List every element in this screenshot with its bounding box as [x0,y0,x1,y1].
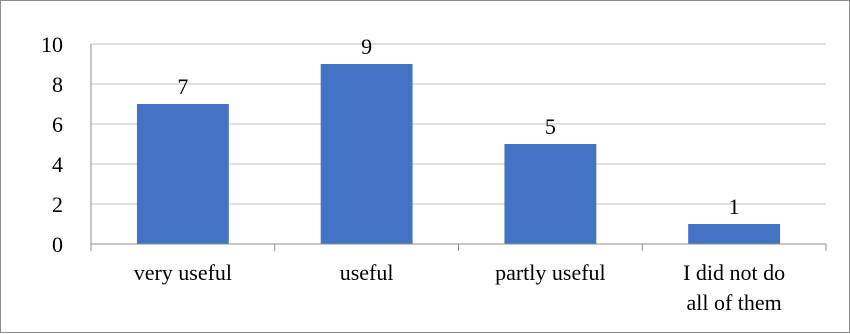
y-tick-label: 0 [52,232,63,257]
data-label: 1 [729,194,740,219]
x-category-label: all of them [686,290,781,315]
y-tick-label: 4 [52,152,63,177]
x-category-label: I did not do [683,260,785,285]
y-tick-label: 6 [52,112,63,137]
y-tick-label: 8 [52,72,63,97]
data-label: 5 [545,114,556,139]
x-category-label: very useful [134,260,232,285]
x-category-label: useful [340,260,394,285]
bar [136,104,229,244]
data-label: 7 [177,74,188,99]
bar [688,224,781,244]
data-label: 9 [361,34,372,59]
bar [504,144,597,244]
y-tick-label: 2 [52,192,63,217]
x-category-label: partly useful [495,260,606,285]
y-tick-label: 10 [41,32,63,57]
bar [320,64,413,244]
